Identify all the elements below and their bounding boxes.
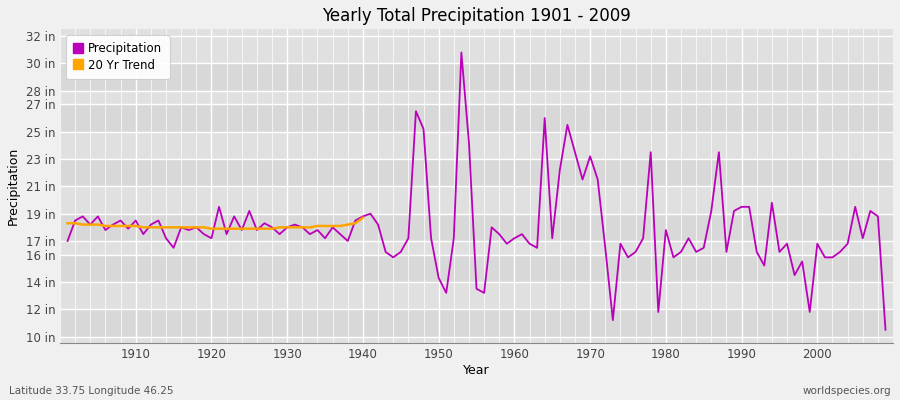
Bar	[60, 241, 893, 255]
Bar	[60, 159, 893, 186]
Text: Latitude 33.75 Longitude 46.25: Latitude 33.75 Longitude 46.25	[9, 386, 174, 396]
Bar	[60, 64, 893, 91]
Text: worldspecies.org: worldspecies.org	[803, 386, 891, 396]
Bar	[60, 91, 893, 104]
Legend: Precipitation, 20 Yr Trend: Precipitation, 20 Yr Trend	[66, 35, 169, 79]
Bar	[60, 36, 893, 64]
Bar	[60, 282, 893, 309]
Bar	[60, 104, 893, 132]
Bar	[60, 309, 893, 336]
Bar	[60, 186, 893, 214]
Y-axis label: Precipitation: Precipitation	[7, 147, 20, 226]
X-axis label: Year: Year	[464, 364, 490, 377]
Bar	[60, 214, 893, 241]
Bar	[60, 132, 893, 159]
Title: Yearly Total Precipitation 1901 - 2009: Yearly Total Precipitation 1901 - 2009	[322, 7, 631, 25]
Bar	[60, 255, 893, 282]
